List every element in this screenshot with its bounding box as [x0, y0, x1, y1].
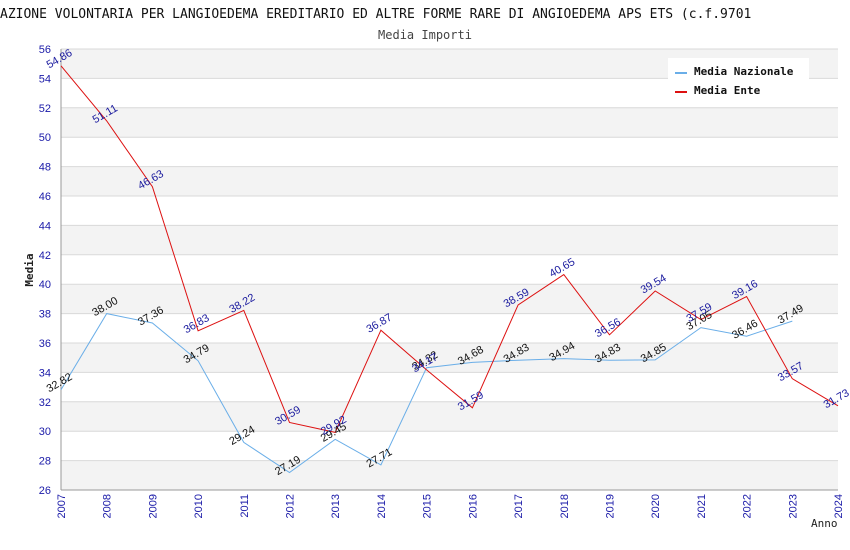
background-band — [61, 313, 838, 343]
background-band — [61, 284, 838, 314]
background-band — [61, 431, 838, 461]
y-tick-label: 44 — [39, 220, 51, 232]
background-band — [61, 372, 838, 402]
background-band — [61, 401, 838, 432]
background-band — [61, 343, 838, 373]
x-tick-label: 2012 — [285, 494, 297, 518]
background-band — [61, 107, 838, 138]
background-band — [61, 254, 838, 285]
legend-label-media-nazionale: Media Nazionale — [694, 65, 794, 78]
x-tick-label: 2015 — [422, 494, 434, 518]
y-tick-label: 28 — [39, 456, 51, 468]
y-tick-label: 46 — [39, 191, 51, 203]
y-axis-title: Media — [23, 253, 36, 286]
x-tick-label: 2011 — [239, 494, 251, 518]
chart-subtitle: Media Importi — [378, 28, 472, 42]
y-tick-label: 40 — [39, 279, 51, 291]
x-tick-label: 2018 — [559, 494, 571, 518]
y-tick-label: 54 — [39, 73, 51, 85]
legend-box — [668, 58, 809, 101]
background-band — [61, 196, 838, 226]
x-tick-label: 2016 — [467, 494, 479, 518]
x-tick-label: 2020 — [650, 494, 662, 518]
chart-title: AZIONE VOLONTARIA PER LANGIOEDEMA EREDIT… — [0, 7, 751, 22]
background-band — [61, 460, 838, 490]
y-tick-label: 32 — [39, 397, 51, 409]
y-tick-label: 42 — [39, 250, 51, 262]
x-tick-label: 2009 — [147, 494, 159, 518]
y-tick-label: 34 — [39, 367, 51, 379]
x-tick-label: 2017 — [513, 494, 525, 518]
y-tick-label: 52 — [39, 103, 51, 115]
legend-label-media-ente: Media Ente — [694, 84, 761, 97]
x-tick-label: 2019 — [604, 494, 616, 518]
y-tick-label: 50 — [39, 132, 51, 144]
background-band — [61, 166, 838, 196]
series-line-media-nazionale — [60, 313, 793, 474]
x-tick-label: 2008 — [102, 494, 114, 518]
legend: Media Nazionale Media Ente — [668, 58, 809, 101]
y-tick-labels: 26 28 30 32 34 36 38 40 42 44 46 48 50 52 54 56 — [39, 44, 51, 497]
series-line-media-ente — [60, 65, 839, 433]
y-tick-label: 48 — [39, 162, 51, 174]
background-band — [61, 225, 838, 255]
y-tick-label: 38 — [39, 309, 51, 321]
background-bands — [61, 49, 838, 490]
x-tick-labels: 2007 2008 2009 2010 2011 2012 2013 2014 2015 2016… — [56, 494, 845, 518]
x-tick-label: 2022 — [742, 494, 754, 518]
series-lines — [60, 65, 839, 474]
y-tick-label: 26 — [39, 485, 51, 497]
x-axis-title: Anno — [811, 517, 838, 530]
x-tick-label: 2021 — [696, 494, 708, 518]
y-tick-label: 36 — [39, 338, 51, 350]
gridlines — [61, 48, 838, 491]
x-tick-label: 2023 — [787, 494, 799, 518]
x-tick-label: 2007 — [56, 494, 68, 518]
x-tick-label: 2013 — [330, 494, 342, 518]
background-band — [61, 137, 838, 167]
x-tick-label: 2024 — [833, 494, 845, 518]
x-tick-label: 2014 — [376, 494, 388, 518]
y-tick-label: 56 — [39, 44, 51, 56]
y-tick-label: 30 — [39, 426, 51, 438]
x-tick-label: 2010 — [193, 494, 205, 518]
